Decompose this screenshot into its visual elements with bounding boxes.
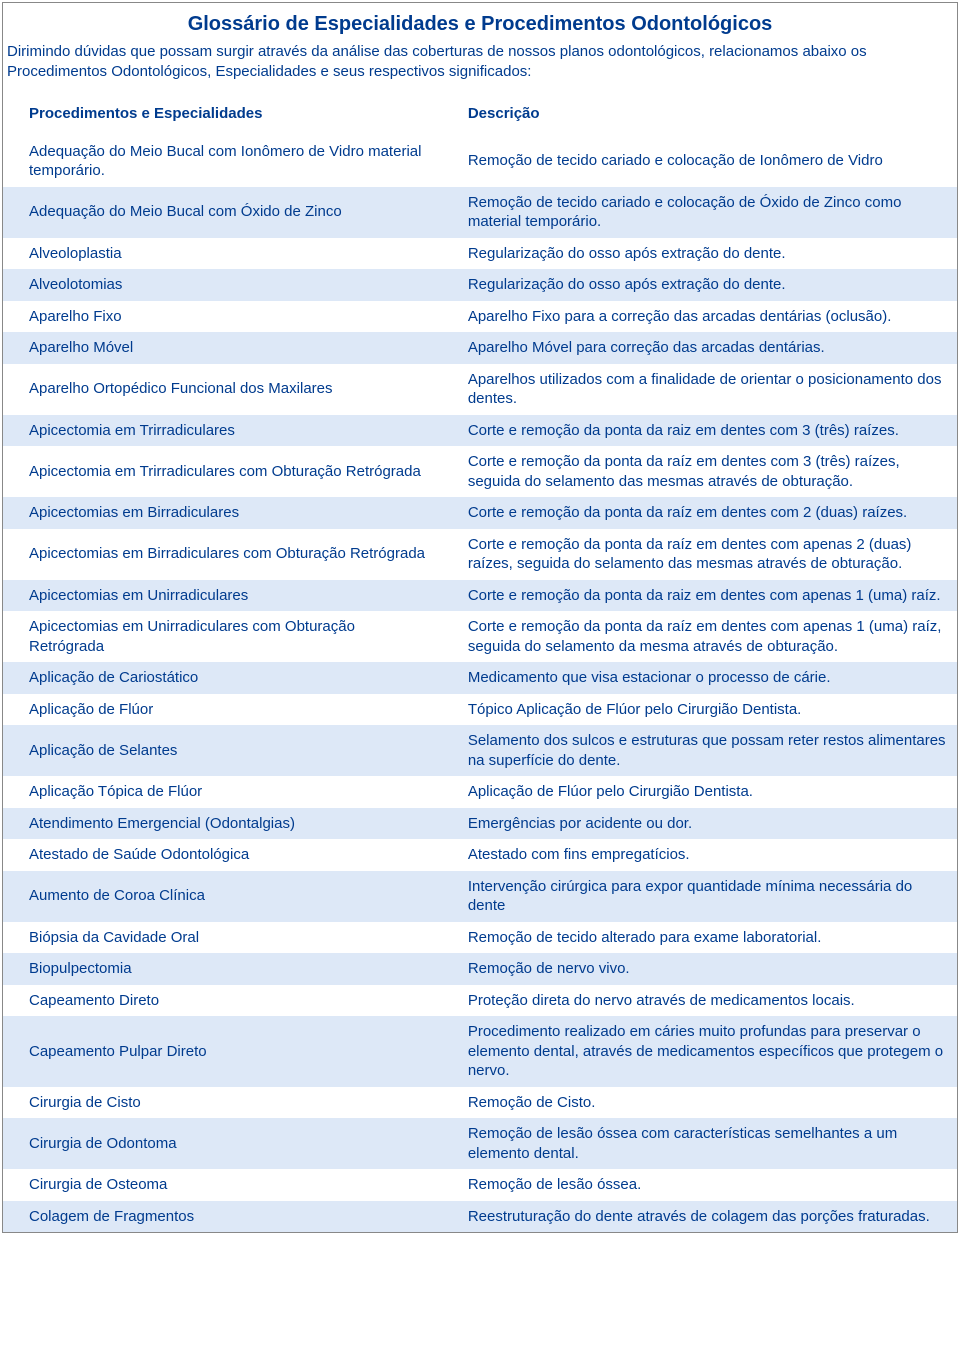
description-cell: Selamento dos sulcos e estruturas que po… [442,725,957,776]
header-description: Descrição [442,97,957,136]
procedure-cell: Biopulpectomia [3,953,442,985]
table-row: Biópsia da Cavidade OralRemoção de tecid… [3,922,957,954]
table-row: Adequação do Meio Bucal com Ionômero de … [3,136,957,187]
procedure-cell: Apicectomia em Trirradiculares [3,415,442,447]
description-cell: Corte e remoção da ponta da raíz em dent… [442,611,957,662]
procedure-cell: Atendimento Emergencial (Odontalgias) [3,808,442,840]
table-row: Capeamento Pulpar DiretoProcedimento rea… [3,1016,957,1087]
description-cell: Corte e remoção da ponta da raíz em dent… [442,446,957,497]
description-cell: Aparelho Móvel para correção das arcadas… [442,332,957,364]
table-row: Aplicação de CariostáticoMedicamento que… [3,662,957,694]
procedure-cell: Apicectomias em Birradiculares com Obtur… [3,529,442,580]
description-cell: Corte e remoção da ponta da raiz em dent… [442,415,957,447]
description-cell: Medicamento que visa estacionar o proces… [442,662,957,694]
procedure-cell: Aparelho Fixo [3,301,442,333]
table-row: Apicectomias em BirradicularesCorte e re… [3,497,957,529]
procedure-cell: Biópsia da Cavidade Oral [3,922,442,954]
description-cell: Reestruturação do dente através de colag… [442,1201,957,1233]
table-row: Apicectomias em Unirradiculares com Obtu… [3,611,957,662]
description-cell: Aparelho Fixo para a correção das arcada… [442,301,957,333]
page-title: Glossário de Especialidades e Procedimen… [3,3,957,42]
description-cell: Aplicação de Flúor pelo Cirurgião Dentis… [442,776,957,808]
description-cell: Tópico Aplicação de Flúor pelo Cirurgião… [442,694,957,726]
table-row: Cirurgia de OdontomaRemoção de lesão óss… [3,1118,957,1169]
description-cell: Emergências por acidente ou dor. [442,808,957,840]
description-cell: Corte e remoção da ponta da raiz em dent… [442,580,957,612]
description-cell: Remoção de nervo vivo. [442,953,957,985]
description-cell: Procedimento realizado em cáries muito p… [442,1016,957,1087]
procedure-cell: Aplicação Tópica de Flúor [3,776,442,808]
description-cell: Remoção de tecido cariado e colocação de… [442,136,957,187]
description-cell: Remoção de lesão óssea. [442,1169,957,1201]
procedure-cell: Alveoloplastia [3,238,442,270]
table-row: Aplicação de SelantesSelamento dos sulco… [3,725,957,776]
procedure-cell: Alveolotomias [3,269,442,301]
glossary-container: Glossário de Especialidades e Procedimen… [2,2,958,1233]
description-cell: Remoção de tecido cariado e colocação de… [442,187,957,238]
table-row: Adequação do Meio Bucal com Óxido de Zin… [3,187,957,238]
table-row: Colagem de FragmentosReestruturação do d… [3,1201,957,1233]
description-cell: Corte e remoção da ponta da raíz em dent… [442,529,957,580]
table-row: Aplicação Tópica de FlúorAplicação de Fl… [3,776,957,808]
procedure-cell: Capeamento Pulpar Direto [3,1016,442,1087]
procedure-cell: Apicectomias em Unirradiculares com Obtu… [3,611,442,662]
description-cell: Aparelhos utilizados com a finalidade de… [442,364,957,415]
procedure-cell: Aplicação de Cariostático [3,662,442,694]
procedure-cell: Cirurgia de Osteoma [3,1169,442,1201]
table-row: Aplicação de FlúorTópico Aplicação de Fl… [3,694,957,726]
procedure-cell: Aplicação de Flúor [3,694,442,726]
table-row: Apicectomias em Birradiculares com Obtur… [3,529,957,580]
description-cell: Regularização do osso após extração do d… [442,269,957,301]
procedure-cell: Aparelho Móvel [3,332,442,364]
table-header-row: Procedimentos e Especialidades Descrição [3,97,957,136]
procedure-cell: Colagem de Fragmentos [3,1201,442,1233]
table-row: Cirurgia de OsteomaRemoção de lesão ósse… [3,1169,957,1201]
description-cell: Remoção de Cisto. [442,1087,957,1119]
table-row: Apicectomias em UnirradicularesCorte e r… [3,580,957,612]
procedure-cell: Capeamento Direto [3,985,442,1017]
header-procedures: Procedimentos e Especialidades [3,97,442,136]
table-row: Apicectomia em Trirradiculares com Obtur… [3,446,957,497]
table-row: AlveoloplastiaRegularização do osso após… [3,238,957,270]
table-row: Apicectomia em TrirradicularesCorte e re… [3,415,957,447]
procedure-cell: Adequação do Meio Bucal com Óxido de Zin… [3,187,442,238]
procedure-cell: Atestado de Saúde Odontológica [3,839,442,871]
table-row: Aparelho FixoAparelho Fixo para a correç… [3,301,957,333]
table-row: Aparelho MóvelAparelho Móvel para correç… [3,332,957,364]
procedure-cell: Cirurgia de Cisto [3,1087,442,1119]
description-cell: Atestado com fins empregatícios. [442,839,957,871]
description-cell: Remoção de lesão óssea com característic… [442,1118,957,1169]
table-row: Aumento de Coroa ClínicaIntervenção cirú… [3,871,957,922]
procedure-cell: Aparelho Ortopédico Funcional dos Maxila… [3,364,442,415]
description-cell: Proteção direta do nervo através de medi… [442,985,957,1017]
table-row: Aparelho Ortopédico Funcional dos Maxila… [3,364,957,415]
table-row: BiopulpectomiaRemoção de nervo vivo. [3,953,957,985]
procedure-cell: Apicectomias em Unirradiculares [3,580,442,612]
description-cell: Remoção de tecido alterado para exame la… [442,922,957,954]
description-cell: Corte e remoção da ponta da raíz em dent… [442,497,957,529]
page-subtitle: Dirimindo dúvidas que possam surgir atra… [3,42,957,97]
procedure-cell: Apicectomias em Birradiculares [3,497,442,529]
table-row: AlveolotomiasRegularização do osso após … [3,269,957,301]
procedure-cell: Apicectomia em Trirradiculares com Obtur… [3,446,442,497]
description-cell: Intervenção cirúrgica para expor quantid… [442,871,957,922]
procedure-cell: Aumento de Coroa Clínica [3,871,442,922]
table-row: Cirurgia de CistoRemoção de Cisto. [3,1087,957,1119]
table-row: Atendimento Emergencial (Odontalgias)Eme… [3,808,957,840]
procedure-cell: Aplicação de Selantes [3,725,442,776]
table-row: Atestado de Saúde OdontológicaAtestado c… [3,839,957,871]
procedure-cell: Cirurgia de Odontoma [3,1118,442,1169]
table-row: Capeamento DiretoProteção direta do nerv… [3,985,957,1017]
description-cell: Regularização do osso após extração do d… [442,238,957,270]
glossary-table: Procedimentos e Especialidades Descrição… [3,97,957,1233]
procedure-cell: Adequação do Meio Bucal com Ionômero de … [3,136,442,187]
